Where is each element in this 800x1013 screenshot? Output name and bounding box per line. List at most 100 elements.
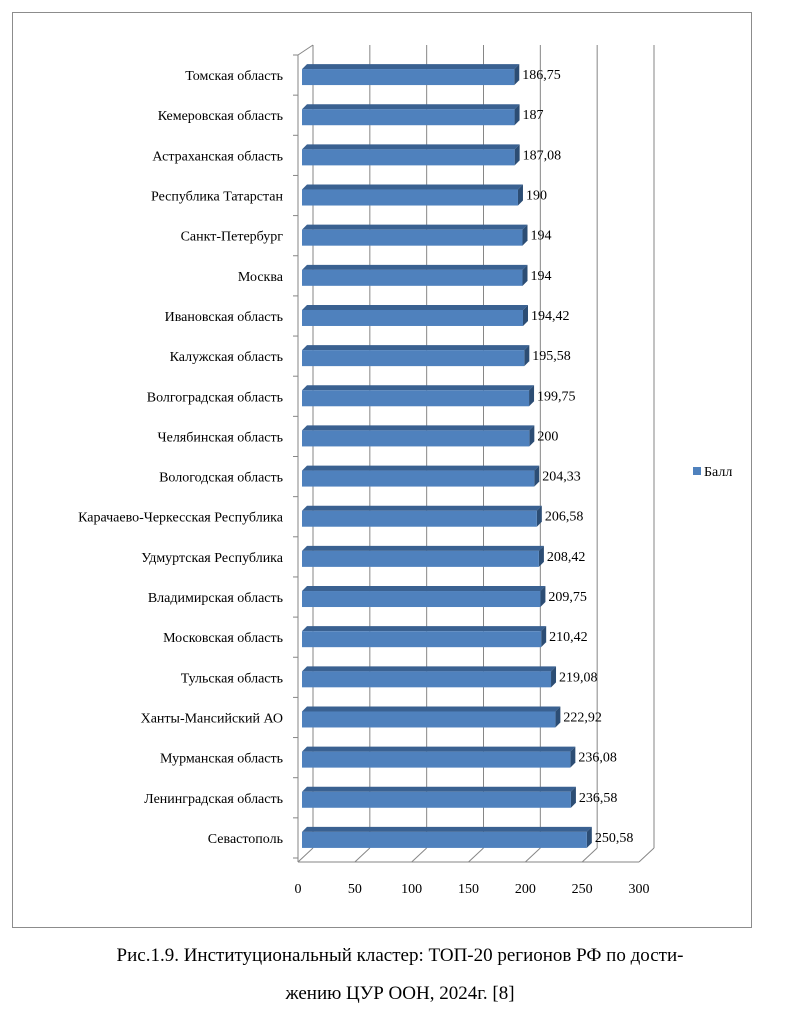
category-label: Томская область <box>185 69 283 84</box>
bar-top <box>302 345 530 351</box>
category-label: Ленинградская область <box>144 792 283 807</box>
data-label: 250,58 <box>595 831 634 846</box>
data-label: 204,33 <box>542 470 581 485</box>
bar-top <box>302 626 547 632</box>
bar-top <box>302 706 561 712</box>
bar-top <box>302 144 520 150</box>
legend-label: Балл <box>704 465 732 480</box>
category-label: Тульская область <box>181 671 283 686</box>
bar <box>302 229 523 246</box>
data-label: 195,58 <box>532 349 571 364</box>
bar-side <box>514 64 520 86</box>
category-label: Москва <box>238 270 284 285</box>
x-tick-label: 200 <box>515 882 536 897</box>
bar <box>302 149 515 166</box>
category-label: Челябинская область <box>158 430 284 445</box>
category-label: Удмуртская Республика <box>141 551 284 566</box>
floor-gridline <box>297 847 314 863</box>
bar-top <box>302 304 528 310</box>
bar-side <box>570 786 576 808</box>
bar-side <box>522 224 528 246</box>
bar-side <box>570 746 576 768</box>
bar-side <box>555 706 561 728</box>
bar <box>302 269 523 286</box>
category-label: Ивановская область <box>165 310 283 325</box>
data-label: 194,42 <box>531 309 570 324</box>
figure-caption-line1: Рис.1.9. Институциональный кластер: ТОП-… <box>116 945 684 966</box>
bar-top <box>302 224 528 230</box>
bar-side <box>529 425 535 447</box>
category-label: Мурманская область <box>160 752 283 767</box>
floor-gridline <box>411 847 428 863</box>
x-tick-label: 300 <box>629 882 650 897</box>
bar-side <box>529 385 535 407</box>
bar-chart: 0 50 100 150 200 250 300 Томская область 186,75 К… <box>78 44 732 897</box>
bar <box>302 791 571 808</box>
floor-gridline <box>354 847 371 863</box>
category-label: Санкт-Петербург <box>181 230 284 245</box>
bar-side <box>536 505 542 527</box>
bar <box>302 831 587 848</box>
data-label: 236,08 <box>578 751 617 766</box>
category-label: Ханты-Мансийский АО <box>141 711 283 726</box>
wall-edge <box>297 44 314 56</box>
bar-top <box>302 64 520 70</box>
bar-top <box>302 786 576 792</box>
bar-side <box>541 626 547 648</box>
bar <box>302 189 518 206</box>
floor-gridline <box>468 847 484 863</box>
x-tick-label: 0 <box>295 882 302 897</box>
bar-side <box>586 826 592 848</box>
category-label: Волгоградская область <box>147 390 283 405</box>
x-tick-label: 150 <box>458 882 479 897</box>
bar <box>302 510 537 527</box>
data-label: 206,58 <box>545 510 584 525</box>
bar <box>302 671 552 688</box>
data-label: 194 <box>531 229 552 244</box>
data-label: 187,08 <box>523 148 562 163</box>
category-label: Карачаево-Черкесская Республика <box>78 511 284 526</box>
data-label: 219,08 <box>559 670 598 685</box>
data-label: 236,58 <box>579 791 618 806</box>
bar <box>302 390 530 407</box>
bar-side <box>534 465 540 487</box>
category-label: Московская область <box>163 631 283 646</box>
x-tick-label: 50 <box>348 882 362 897</box>
data-label: 209,75 <box>548 590 587 605</box>
bar <box>302 711 556 728</box>
bar-top <box>302 545 544 551</box>
bar-top <box>302 465 540 471</box>
bar-side <box>514 104 520 126</box>
bar-top <box>302 826 592 832</box>
bar-top <box>302 505 542 511</box>
bar <box>302 591 541 608</box>
bar-side <box>524 345 530 367</box>
data-label: 187 <box>523 108 544 123</box>
data-label: 222,92 <box>563 710 602 725</box>
floor-gridline <box>524 847 541 863</box>
bar <box>302 430 530 447</box>
bar <box>302 631 542 648</box>
category-label: Кемеровская область <box>158 109 283 124</box>
bar <box>302 350 525 367</box>
bar-top <box>302 184 523 190</box>
data-label: 199,75 <box>537 389 576 404</box>
floor-gridline <box>638 847 655 863</box>
bar <box>302 550 539 567</box>
bar <box>302 470 535 487</box>
bar-top <box>302 385 535 391</box>
category-label: Астраханская область <box>152 149 283 164</box>
bar-top <box>302 425 535 431</box>
figure-caption-line2: жению ЦУР ООН, 2024г. [8] <box>285 983 515 1004</box>
bar <box>302 309 523 326</box>
x-tick-label: 100 <box>401 882 422 897</box>
data-label: 200 <box>537 429 558 444</box>
data-label: 186,75 <box>522 68 561 83</box>
bar <box>302 69 515 86</box>
bar-top <box>302 666 557 672</box>
data-label: 190 <box>526 189 547 204</box>
data-label: 210,42 <box>549 630 588 645</box>
bar-side <box>522 264 528 286</box>
chart-frame <box>12 12 752 928</box>
bar-side <box>514 144 520 166</box>
